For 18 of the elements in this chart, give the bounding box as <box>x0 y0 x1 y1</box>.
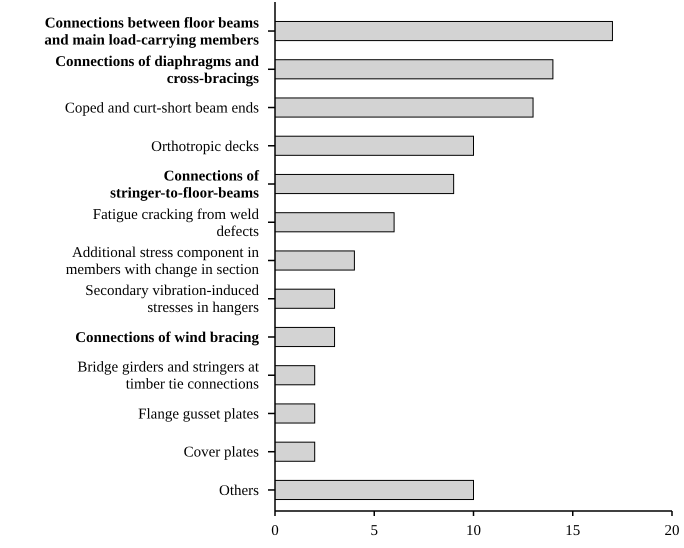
y-tick-label: Connections of wind bracing <box>75 330 260 346</box>
x-tick-label: 5 <box>370 523 378 539</box>
y-tick-label: Bridge girders and stringers at timber tie connections <box>77 360 260 393</box>
y-tick-label: Others <box>219 482 260 499</box>
x-tick-label: 10 <box>466 523 481 539</box>
y-tick-label: Connections of diaphragms and cross-bracings <box>55 54 260 87</box>
y-tick-label: Secondary vibration-induced stresses in hangers <box>85 283 260 316</box>
y-tick-label: Coped and curt-short beam ends <box>64 100 260 117</box>
y-tick-label: Fatigue cracking from weld defects <box>92 206 260 240</box>
y-tick-label: Additional stress component in members with change in section <box>66 245 260 278</box>
y-tick-label: Connections of stringer-to-floor-beams <box>110 168 260 202</box>
y-tick-label: Orthotropic decks <box>151 138 260 155</box>
x-tick-label: 0 <box>271 523 279 539</box>
x-tick-label: 15 <box>565 523 580 539</box>
y-tick-label: Flange gusset plates <box>138 406 260 422</box>
x-tick-label: 20 <box>664 523 680 539</box>
y-tick-label: Connections between floor beams and main load-carrying members <box>44 16 260 49</box>
y-tick-label: Cover plates <box>184 444 260 461</box>
